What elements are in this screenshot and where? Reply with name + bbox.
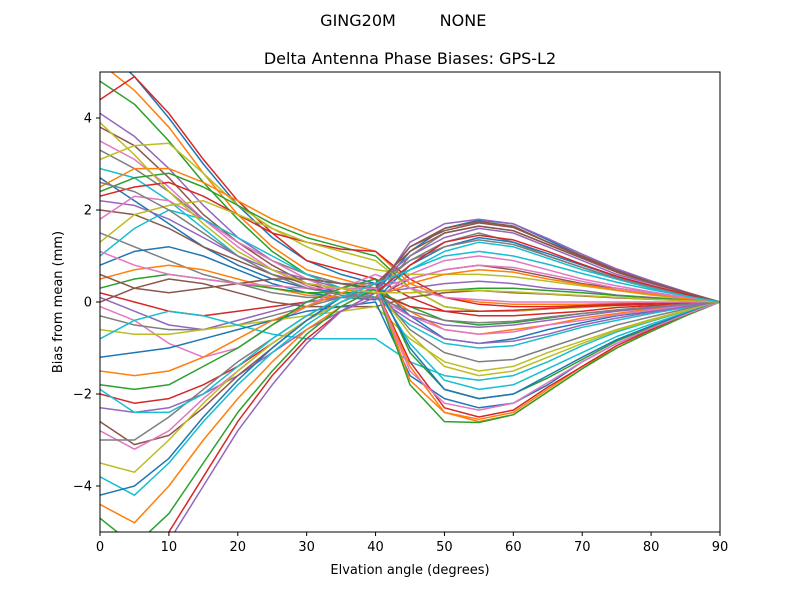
series-line-29: [100, 301, 720, 372]
y-tick-label: 0: [84, 296, 92, 311]
x-tick-label: 0: [96, 540, 104, 555]
x-tick-label: 80: [643, 540, 660, 555]
x-tick-label: 40: [367, 540, 384, 555]
y-tick-label: −2: [73, 388, 92, 403]
chart-title: Delta Antenna Phase Biases: GPS-L2: [264, 49, 556, 68]
series-line-48: [100, 181, 720, 324]
series-layer: [100, 72, 720, 532]
x-axis-label: Elvation angle (degrees): [330, 563, 489, 578]
x-tick-label: 10: [161, 540, 178, 555]
series-line-46: [100, 222, 720, 303]
series-line-50: [100, 250, 720, 414]
series-line-44: [100, 234, 720, 532]
series-line-20: [100, 209, 720, 349]
series-line-22: [100, 264, 720, 303]
series-line-43: [100, 287, 720, 532]
x-tick-label: 60: [505, 540, 522, 555]
series-line-41: [100, 282, 720, 496]
x-tick-label: 20: [230, 540, 247, 555]
suptitle-left: GING20M: [320, 11, 396, 30]
series-line-36: [100, 225, 720, 446]
series-line-39: [100, 287, 720, 473]
y-tick-label: −4: [73, 480, 92, 495]
x-axis: 0 10 20 30 40 50 60 70 80 90: [96, 532, 728, 555]
series-line-40: [100, 287, 720, 496]
series-line-47: [100, 250, 720, 411]
y-axis-label: Bias from mean (mm): [51, 231, 66, 373]
suptitle-right: NONE: [440, 11, 487, 30]
x-tick-label: 70: [574, 540, 591, 555]
series-line-45: [173, 218, 720, 532]
y-axis: −4 −2 0 2 4: [73, 112, 100, 495]
series-line-33: [100, 278, 720, 400]
x-tick-label: 90: [712, 540, 729, 555]
series-line-38: [100, 239, 720, 441]
x-tick-label: 50: [436, 540, 453, 555]
y-tick-label: 2: [84, 204, 92, 219]
series-line-49: [100, 122, 720, 303]
y-tick-label: 4: [84, 112, 92, 127]
series-line-37: [100, 264, 720, 450]
series-line-34: [100, 287, 720, 418]
x-tick-label: 30: [298, 540, 315, 555]
